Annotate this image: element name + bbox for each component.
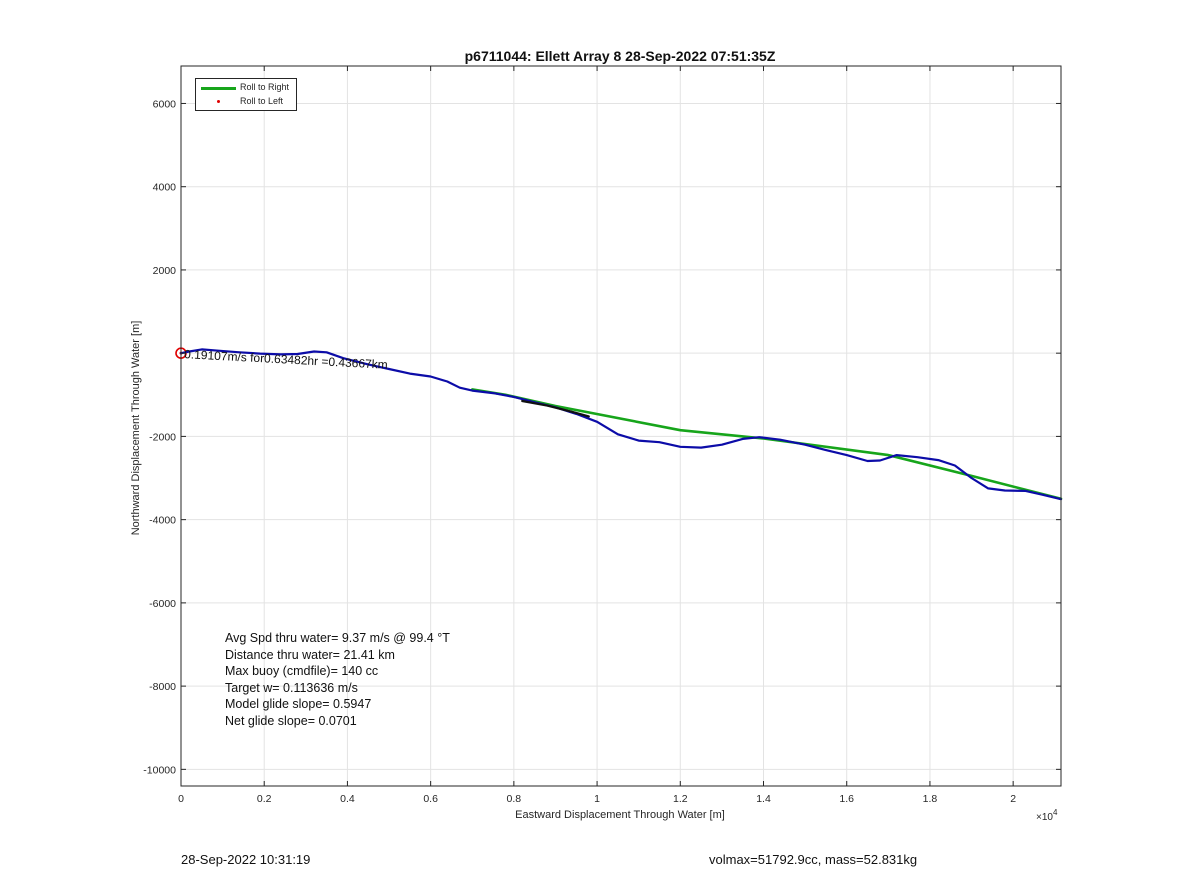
grid <box>180 66 1061 786</box>
x-tick-label: 0.4 <box>340 793 355 805</box>
axes-box <box>180 65 1062 787</box>
plot-area: 0.19107m/s for0.63482hr =0.43667km <box>175 347 1063 501</box>
stats-block: Avg Spd thru water= 9.37 m/s @ 99.4 °T D… <box>225 630 450 730</box>
x-axis-exponent: ×104 <box>1036 808 1058 823</box>
stat-target-w: Target w= 0.113636 m/s <box>225 680 358 695</box>
x-tick-label: 0 <box>178 793 184 805</box>
y-tick-label: 2000 <box>153 265 177 277</box>
x-tick-label: 1.4 <box>756 793 771 805</box>
y-tick-label: 6000 <box>153 98 177 110</box>
legend-item-roll-right: Roll to Right <box>196 81 296 95</box>
y-tick-label: 4000 <box>153 182 177 194</box>
y-tick-label: -2000 <box>149 431 176 443</box>
x-tick-label: 1 <box>594 793 600 805</box>
legend-label: Roll to Right <box>240 82 290 92</box>
y-tick-label: -6000 <box>149 598 176 610</box>
x-tick-label: 0.2 <box>257 793 272 805</box>
legend: Roll to Right Roll to Left <box>195 78 297 111</box>
legend-swatch-line <box>201 87 236 90</box>
stat-net-glide: Net glide slope= 0.0701 <box>225 713 357 728</box>
x-tick-label: 2 <box>1010 793 1016 805</box>
x-axis-label: Eastward Displacement Through Water [m] <box>515 809 725 821</box>
y-tick-label: -4000 <box>149 515 176 527</box>
stat-distance: Distance thru water= 21.41 km <box>225 647 395 662</box>
y-axis-label: Northward Displacement Through Water [m] <box>130 321 142 536</box>
stat-max-buoy: Max buoy (cmdfile)= 140 cc <box>225 664 379 679</box>
y-tick-label: -10000 <box>143 764 176 776</box>
series-line-2 <box>179 348 1063 501</box>
x-exponent-power: 4 <box>1053 808 1058 817</box>
stat-avg-speed: Avg Spd thru water= 9.37 m/s @ 99.4 °T <box>225 631 450 645</box>
chart-title: p6711044: Ellett Array 8 28-Sep-2022 07:… <box>465 48 776 64</box>
stat-model-glide: Model glide slope= 0.5947 <box>225 697 372 712</box>
x-exponent-base: ×10 <box>1036 812 1053 823</box>
series-line-3 <box>521 399 590 418</box>
x-tick-label: 1.6 <box>839 793 854 805</box>
footer-vol-mass: volmax=51792.9cc, mass=52.831kg <box>709 852 918 867</box>
series-line-0 <box>471 388 1063 501</box>
x-tick-label: 0.8 <box>507 793 522 805</box>
legend-label: Roll to Left <box>240 96 284 106</box>
x-tick-label: 1.2 <box>673 793 688 805</box>
legend-item-roll-left: Roll to Left <box>196 95 296 109</box>
ticks: 0 0.2 0.4 0.6 0.8 1 1.2 1.4 1.6 1.8 2 -10000 -8000 -6… <box>143 66 1061 805</box>
x-tick-label: 1.8 <box>923 793 938 805</box>
y-tick-label: -8000 <box>149 681 176 693</box>
x-tick-label: 0.6 <box>423 793 438 805</box>
annotation-label: 0.19107m/s for0.63482hr =0.43667km <box>184 347 388 372</box>
legend-swatch-dot <box>217 100 220 103</box>
footer-timestamp: 28-Sep-2022 10:31:19 <box>181 852 311 867</box>
